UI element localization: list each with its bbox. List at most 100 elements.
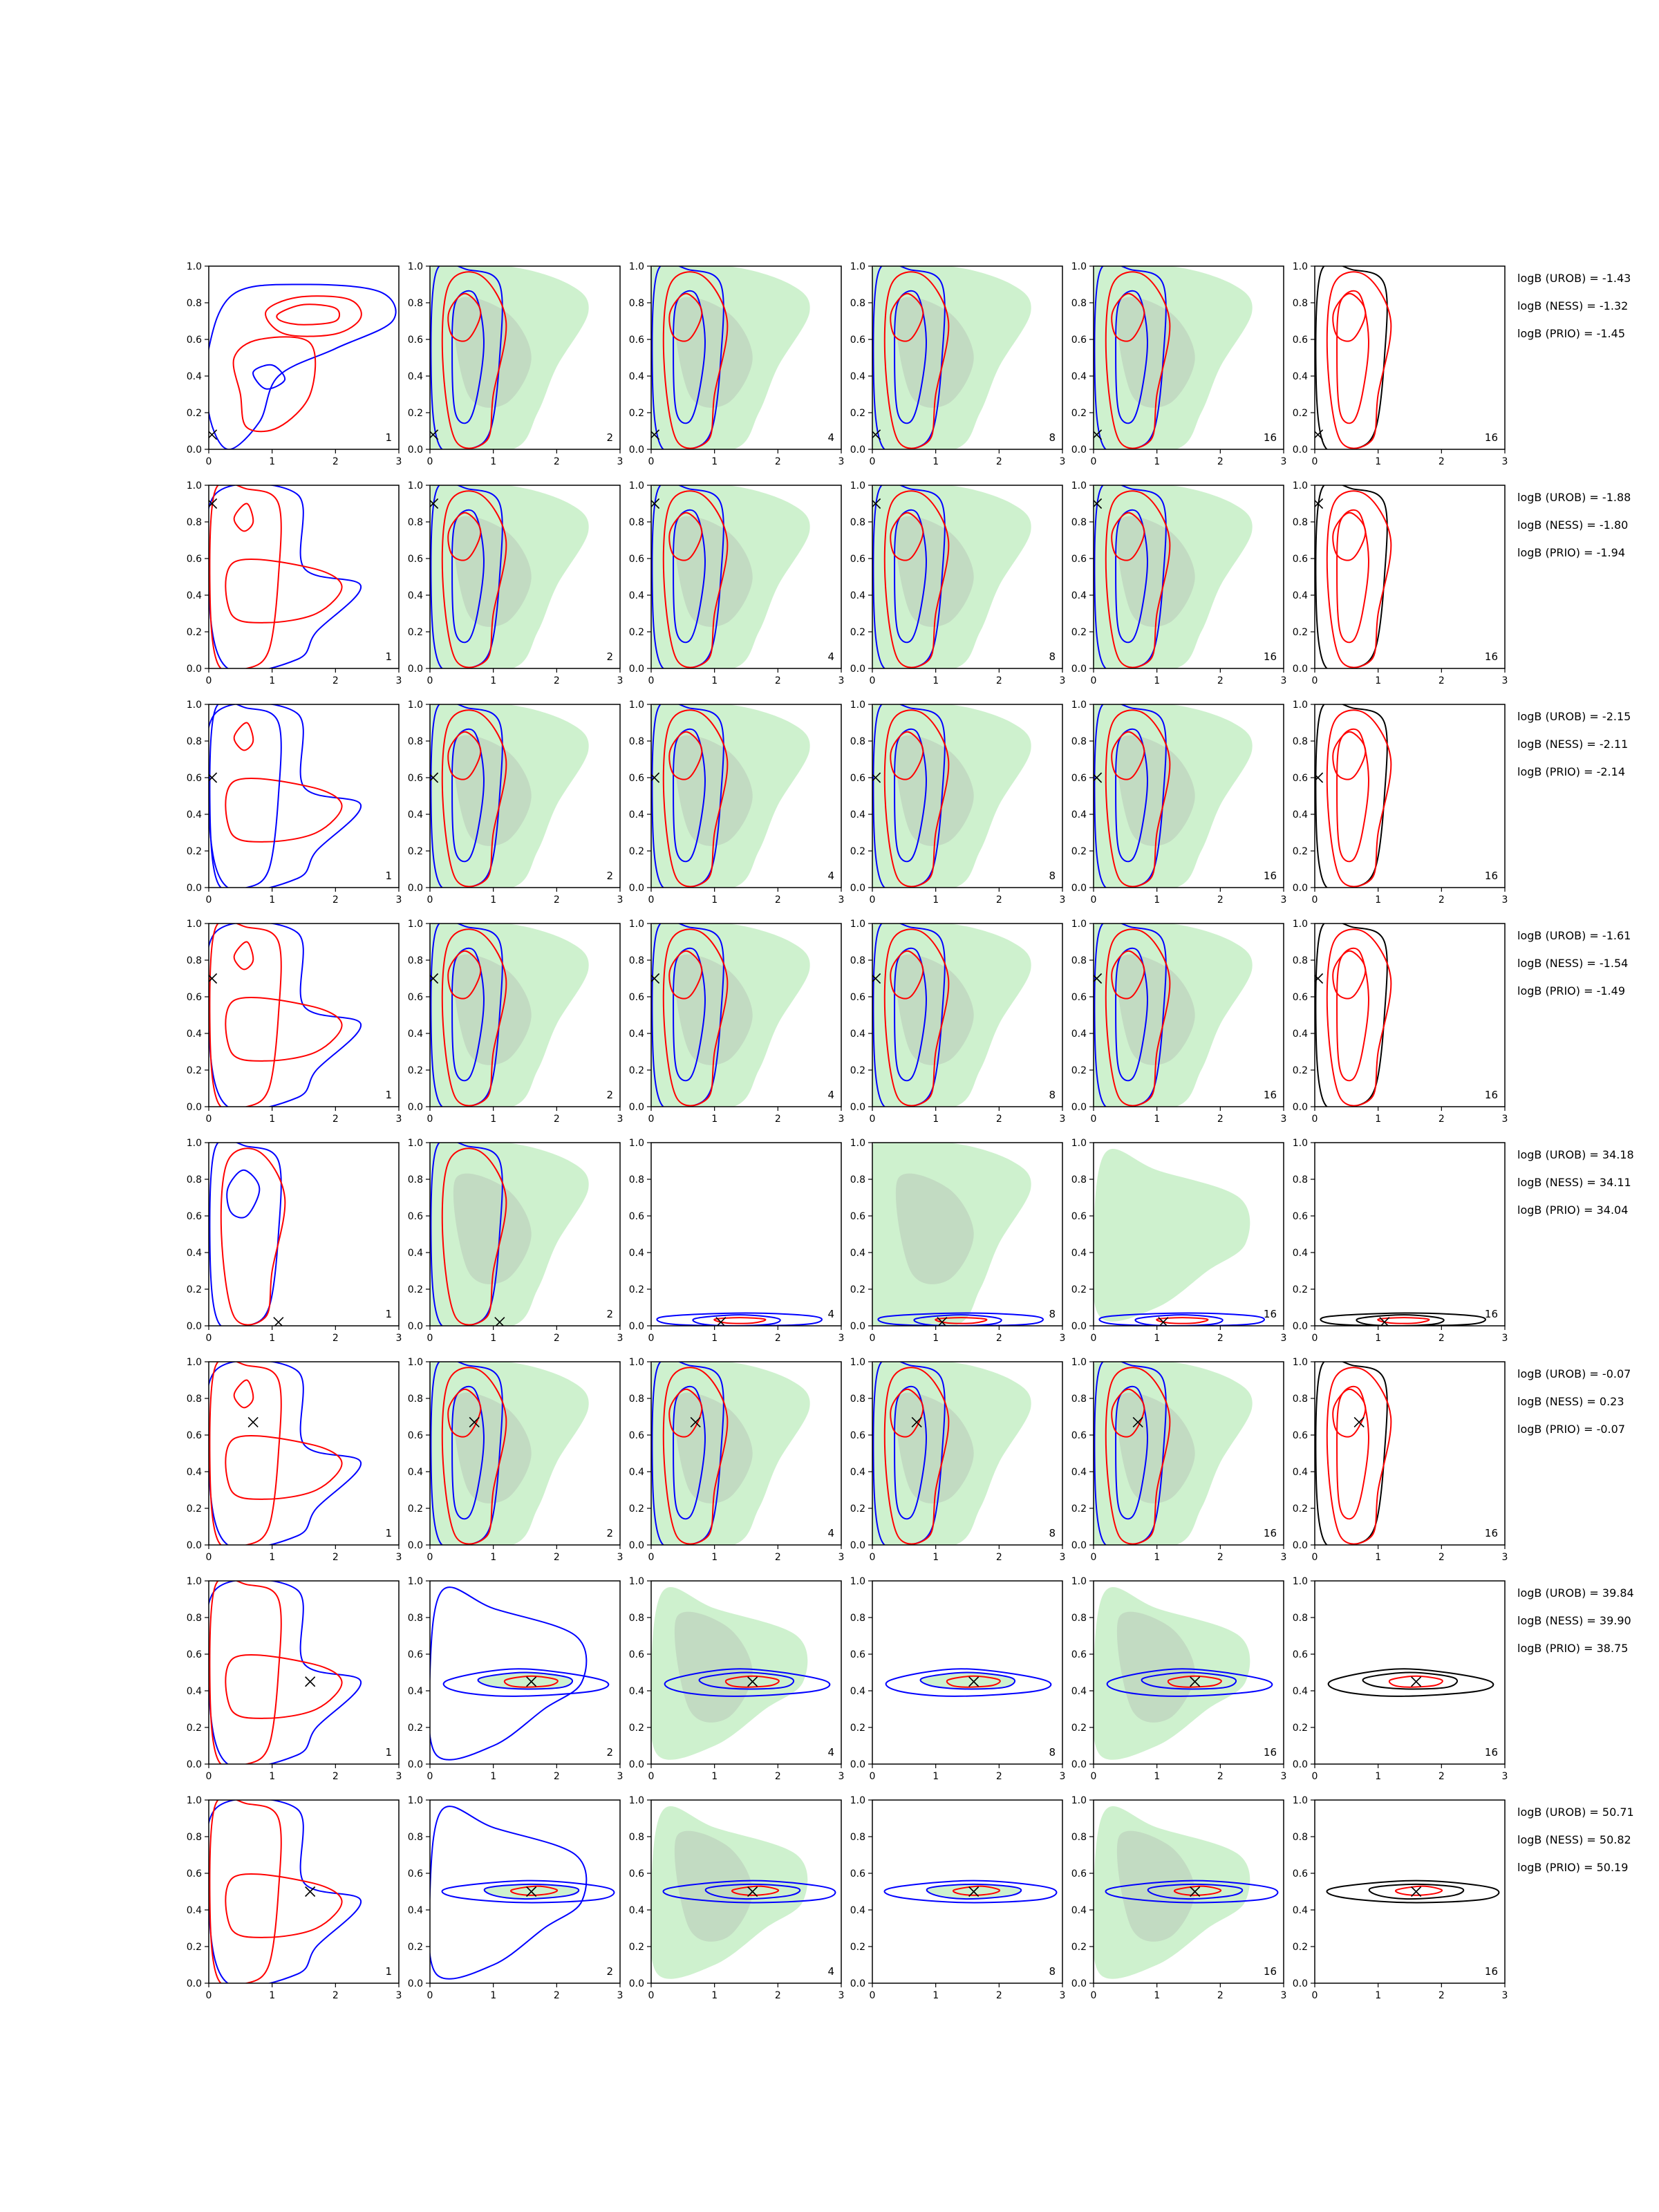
y-tick-label: 0.2 [187,846,202,857]
x-tick-label: 1 [269,894,275,906]
x-tick-label: 2 [1217,1771,1224,1782]
y-tick-label: 0.8 [408,736,423,747]
logb-prio: logB (PRIO) = -1.94 [1517,546,1625,559]
logb-group-row-3: logB (UROB) = -2.15 logB (NESS) = -2.11 lo… [1517,710,1631,793]
x-tick-label: 3 [1281,1114,1287,1125]
contour-line-6 [668,1388,703,1438]
logb-ness: logB (NESS) = -1.54 [1517,957,1629,970]
contour-line-5 [1115,290,1148,424]
y-tick-label: 0.8 [1071,1394,1087,1405]
x-tick-label: 3 [1502,456,1508,467]
contour-line-6 [890,950,924,1000]
y-tick-label: 0.8 [850,517,865,528]
logb-prio: logB (PRIO) = 34.04 [1517,1203,1629,1217]
contour-line-6 [447,512,482,561]
y-tick-label: 1.0 [1071,700,1087,711]
y-tick-label: 0.8 [187,298,202,309]
true-value-marker [430,973,439,984]
y-tick-label: 1.0 [408,1795,423,1806]
panel-label: 1 [385,870,392,882]
x-tick-label: 3 [396,1771,402,1782]
panel-r3-c1: 0.00.20.40.60.81.00 1 2 31 [187,700,402,906]
contour-line-4 [662,490,729,668]
axes-frame [650,265,842,450]
x-tick-label: 3 [1502,1771,1508,1782]
y-tick-label: 1.0 [187,261,202,272]
y-tick-label: 0.0 [187,664,202,675]
y-tick-label: 0.8 [187,1613,202,1624]
panel-label: 16 [1264,1089,1277,1101]
contour-line-5 [894,947,927,1082]
contour-line-5 [894,1385,927,1520]
y-tick-label: 0.4 [629,1248,644,1259]
y-tick-label: 0.8 [629,298,644,309]
y-tick-label: 0.0 [850,1759,865,1770]
contour-line-1 [1320,1312,1486,1326]
y-tick-label: 0.2 [850,1942,865,1953]
x-tick-label: 2 [996,1552,1002,1563]
x-tick-label: 2 [996,1114,1002,1125]
axes-frame [429,1799,621,1984]
x-tick-label: 3 [617,675,624,686]
y-tick-label: 0.2 [850,627,865,638]
filled-contour-2 [1116,735,1195,846]
axes-frame [429,1142,621,1327]
y-tick-label: 0.2 [1071,627,1087,638]
y-tick-label: 0.8 [1293,1832,1308,1843]
x-tick-label: 0 [1312,1552,1318,1563]
y-tick-label: 0.8 [408,517,423,528]
x-tick-label: 0 [1312,894,1318,906]
panel-label: 16 [1264,1527,1277,1539]
x-tick-label: 2 [332,1333,339,1344]
x-tick-label: 3 [1060,1333,1066,1344]
panel-label: 8 [1049,870,1056,882]
panel-r2-c2: 0.0 0.2 0.4 0.6 0.8 1.0 0 1 2 3 2 [408,480,624,686]
y-tick-label: 0.2 [408,846,423,857]
x-tick-label: 1 [269,1990,275,2001]
contour-line-4 [1105,928,1171,1107]
panel-r6-c4: 0.0 0.2 0.4 0.6 0.8 1.0 0 1 2 3 8 [850,1357,1066,1563]
y-tick-label: 1.0 [1293,919,1308,930]
contour-line-5 [232,336,317,433]
x-tick-label: 0 [870,1990,876,2001]
y-tick-label: 0.8 [629,517,644,528]
y-tick-label: 0.0 [187,1102,202,1113]
x-tick-label: 0 [648,675,655,686]
y-tick-label: 1.0 [629,919,644,930]
y-tick-label: 0.4 [187,590,202,601]
contour-line-3 [265,295,362,337]
panel-label: 8 [1049,1308,1056,1320]
y-tick-label: 0.2 [408,1065,423,1076]
y-tick-label: 0.0 [1293,664,1308,675]
y-tick-label: 1.0 [629,1795,644,1806]
panel-label: 8 [1049,1746,1056,1759]
axes-frame [872,1580,1063,1765]
y-tick-label: 0.2 [1293,627,1308,638]
panel-label: 1 [385,1089,392,1101]
contour-line-6 [447,950,482,1000]
filled-contour-2 [674,1611,753,1723]
y-tick-label: 1.0 [1293,700,1308,711]
y-tick-label: 0.8 [1293,517,1308,528]
panel-label: 16 [1485,1965,1498,1978]
contour-line-6 [447,292,482,342]
x-tick-label: 2 [554,894,560,906]
y-tick-label: 0.2 [408,408,423,419]
x-tick-label: 0 [870,1333,876,1344]
x-tick-label: 2 [775,675,781,686]
x-tick-label: 0 [648,456,655,467]
y-tick-label: 0.0 [1293,1759,1308,1770]
x-tick-label: 3 [838,675,845,686]
x-tick-label: 0 [1312,1114,1318,1125]
x-tick-label: 0 [206,1990,212,2001]
axes-frame [1314,265,1506,450]
x-tick-label: 2 [775,1333,781,1344]
y-tick-label: 0.6 [1071,992,1087,1003]
x-tick-label: 3 [1060,1771,1066,1782]
panel-label: 16 [1485,1527,1498,1539]
y-tick-label: 0.2 [1293,846,1308,857]
y-tick-label: 0.2 [187,1942,202,1953]
y-tick-label: 0.2 [850,408,865,419]
x-tick-label: 1 [269,1333,275,1344]
